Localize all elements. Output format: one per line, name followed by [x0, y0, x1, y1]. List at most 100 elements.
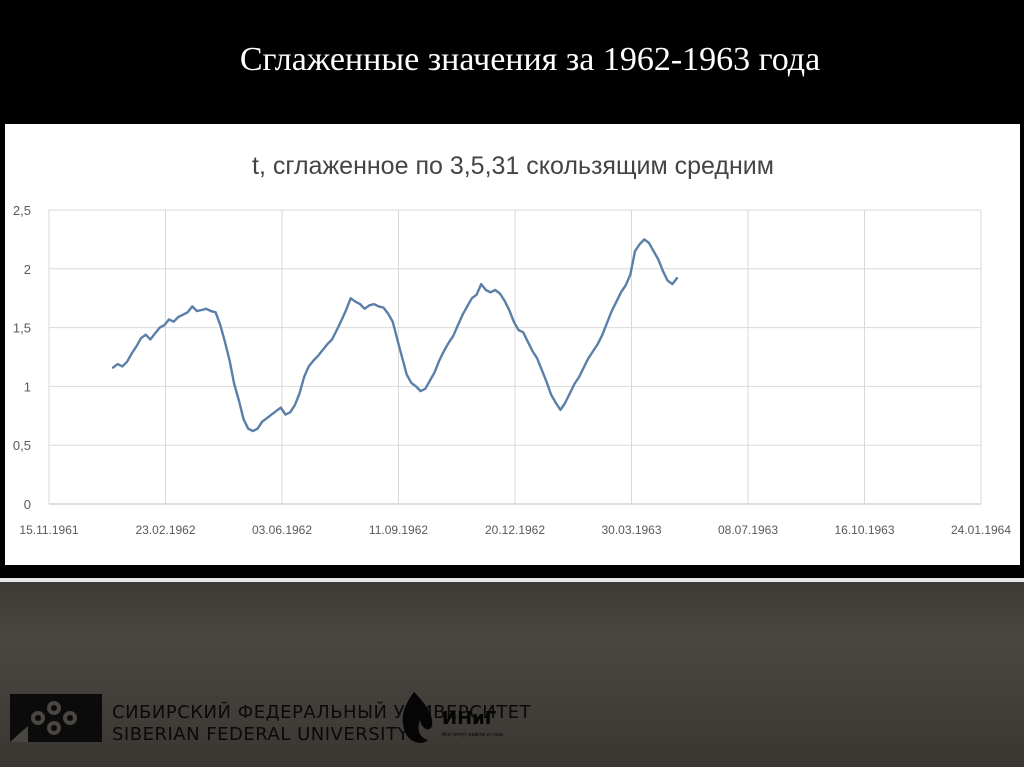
data-point — [564, 402, 566, 404]
data-point — [266, 417, 268, 419]
data-point — [298, 392, 301, 395]
data-point — [438, 359, 440, 362]
data-point — [289, 411, 291, 413]
data-point — [326, 343, 328, 345]
data-point — [131, 352, 133, 355]
data-point — [163, 324, 165, 326]
data-point — [657, 258, 659, 260]
data-point — [489, 291, 492, 293]
data-point — [201, 309, 203, 311]
data-point — [317, 355, 319, 357]
y-tick-label: 0 — [24, 497, 31, 512]
data-point — [587, 357, 590, 359]
data-point — [541, 369, 543, 371]
data-point — [340, 319, 342, 322]
data-point — [406, 374, 408, 376]
data-point — [462, 314, 464, 316]
data-point — [392, 321, 394, 323]
data-point — [135, 345, 137, 347]
data-point — [121, 365, 123, 367]
data-point — [247, 428, 249, 430]
data-point — [256, 428, 259, 430]
data-point — [280, 407, 282, 409]
data-point — [592, 350, 594, 352]
data-point — [145, 334, 147, 336]
sfu-logo-icon — [10, 694, 102, 742]
data-point — [303, 376, 305, 378]
flame-icon — [402, 692, 433, 743]
data-point — [620, 291, 622, 293]
data-point — [629, 274, 631, 276]
data-point — [480, 283, 482, 285]
data-point — [494, 289, 496, 291]
y-tick-label: 0,5 — [13, 438, 31, 453]
data-point — [513, 321, 515, 323]
data-point — [168, 318, 170, 320]
data-point — [559, 409, 562, 411]
data-point — [429, 379, 431, 382]
data-point — [569, 392, 571, 395]
data-point — [578, 376, 580, 378]
data-point — [350, 297, 352, 299]
data-point — [196, 310, 198, 312]
data-point — [508, 309, 510, 311]
data-point — [177, 316, 179, 318]
data-point — [643, 238, 645, 240]
data-point — [410, 382, 412, 384]
data-point — [112, 367, 114, 369]
data-point — [159, 327, 161, 329]
data-point — [476, 294, 478, 296]
data-point — [229, 359, 231, 362]
data-point — [466, 305, 468, 307]
data-point — [308, 365, 310, 367]
data-point — [545, 381, 548, 383]
data-point — [187, 311, 189, 313]
data-point — [452, 335, 454, 337]
y-tick-label: 2,5 — [13, 203, 31, 218]
data-point — [126, 361, 128, 363]
data-point — [219, 324, 221, 326]
data-point — [359, 303, 361, 305]
data-point — [117, 363, 119, 365]
data-point — [210, 310, 212, 312]
data-point — [364, 308, 366, 310]
data-point — [667, 280, 669, 282]
x-tick-label: 20.12.1962 — [485, 523, 545, 537]
chart-panel: t, сглаженное по 3,5,31 скользящим средн… — [5, 124, 1020, 565]
data-point — [173, 321, 175, 323]
x-tick-label: 15.11.1961 — [19, 523, 78, 537]
data-point — [485, 289, 487, 291]
data-point — [331, 338, 333, 340]
data-point — [396, 338, 398, 340]
university-name-en: SIBERIAN FEDERAL UNIVERSITY — [112, 724, 409, 745]
data-point — [555, 402, 557, 404]
data-point — [625, 284, 627, 286]
data-point — [671, 283, 673, 285]
y-tick-label: 2 — [24, 262, 31, 277]
data-point — [448, 342, 450, 344]
data-point — [378, 305, 380, 307]
line-chart: t, сглаженное по 3,5,31 скользящим средн… — [13, 152, 1011, 537]
x-tick-label: 30.03.1963 — [601, 523, 661, 537]
data-point — [676, 277, 678, 279]
data-point — [597, 343, 599, 345]
data-point — [601, 334, 604, 336]
data-point — [573, 383, 576, 385]
slide-title: Сглаженные значения за 1962-1963 года — [239, 41, 821, 78]
data-point — [648, 242, 650, 244]
data-point — [517, 329, 520, 331]
data-point — [261, 421, 263, 423]
data-point — [322, 349, 324, 351]
data-point — [424, 388, 426, 390]
data-point — [503, 300, 506, 302]
data-point — [606, 322, 608, 324]
data-point — [368, 304, 370, 306]
data-point — [550, 394, 552, 396]
data-point — [284, 414, 287, 416]
data-point — [415, 385, 417, 387]
data-point — [387, 312, 389, 315]
data-point — [634, 250, 636, 252]
data-point — [499, 292, 501, 295]
data-point — [182, 314, 184, 316]
data-point — [653, 250, 655, 252]
